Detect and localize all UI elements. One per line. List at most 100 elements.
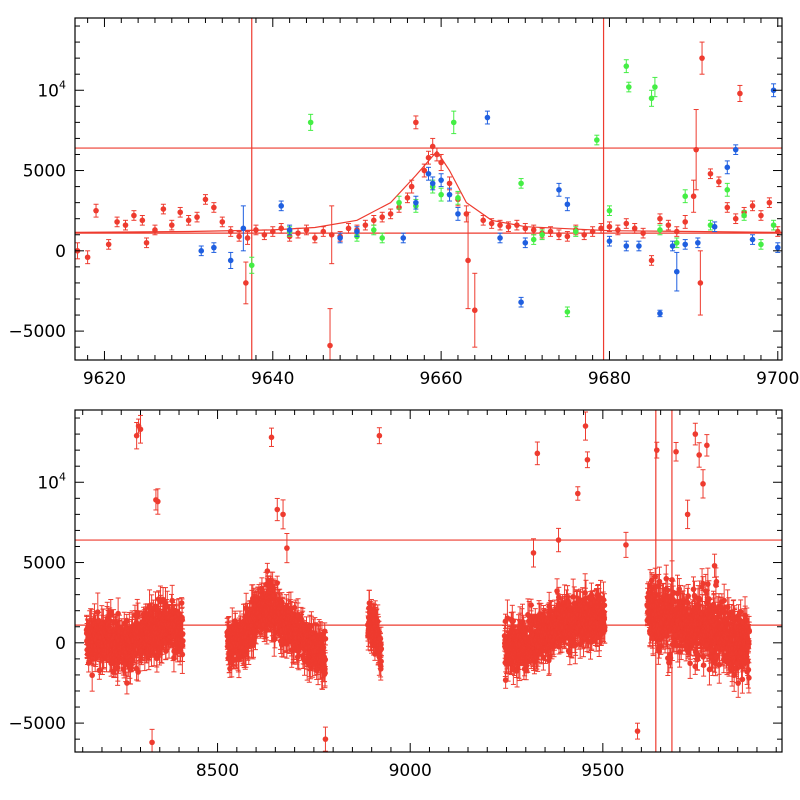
top-blue-point bbox=[429, 176, 436, 191]
top-red-point bbox=[105, 239, 112, 250]
top-red-point bbox=[774, 226, 781, 237]
top-ytick-label: 0 bbox=[55, 242, 66, 262]
top-green-point bbox=[379, 232, 386, 244]
top-red-point bbox=[168, 219, 175, 231]
top-green-point bbox=[758, 239, 764, 250]
top-red-point bbox=[253, 224, 259, 236]
top-red-point bbox=[345, 223, 352, 234]
top-blue-point bbox=[484, 110, 491, 125]
top-green-point bbox=[657, 224, 663, 236]
top-xtick-label: 9700 bbox=[756, 369, 799, 389]
bottom-outlier-point bbox=[574, 486, 581, 501]
bottom-outlier-point bbox=[700, 469, 706, 499]
top-xtick-label: 9660 bbox=[419, 369, 462, 389]
bottom-outlier-point bbox=[284, 533, 290, 564]
top-blue-point bbox=[227, 251, 234, 269]
top-blue-point bbox=[749, 234, 756, 245]
top-green-point bbox=[455, 190, 461, 205]
top-red-point bbox=[387, 208, 394, 220]
top-green-point bbox=[438, 187, 444, 202]
top-blue-point bbox=[673, 251, 680, 292]
top-red-point bbox=[143, 237, 150, 249]
top-ytick-label: −5000 bbox=[8, 322, 66, 342]
top-red-point bbox=[421, 163, 428, 178]
top-xtick-label: 9620 bbox=[83, 369, 126, 389]
top-red-point bbox=[564, 231, 571, 242]
top-green-point bbox=[652, 76, 658, 98]
top-blue-point bbox=[497, 232, 503, 244]
top-blue-point bbox=[711, 221, 718, 233]
bottom-outlier-point bbox=[322, 726, 329, 752]
top-green-point bbox=[539, 229, 545, 241]
bottom-outlier-point bbox=[582, 411, 589, 441]
top-red-point bbox=[488, 218, 495, 229]
top-red-point bbox=[328, 205, 335, 265]
top-blue-point bbox=[211, 242, 217, 253]
top-red-point bbox=[227, 226, 234, 237]
bottom-outlier-point bbox=[555, 527, 562, 553]
top-red-point bbox=[657, 213, 663, 225]
bottom-outlier-point bbox=[692, 422, 699, 446]
top-red-point bbox=[716, 176, 722, 188]
top-red-point bbox=[122, 219, 129, 231]
top-blue-point bbox=[337, 232, 343, 244]
top-red-point bbox=[631, 223, 638, 234]
top-red-point bbox=[139, 214, 146, 226]
top-red-point bbox=[236, 231, 242, 242]
top-green-point bbox=[396, 195, 402, 210]
top-red-point bbox=[615, 224, 621, 236]
bottom-outlier-point bbox=[634, 722, 641, 740]
top-red-point bbox=[514, 219, 520, 231]
top-red-point bbox=[598, 223, 604, 234]
bottom-ytick-label: 5000 bbox=[23, 554, 66, 574]
top-red-point bbox=[269, 226, 276, 237]
top-red-point bbox=[413, 115, 419, 130]
top-blue-point bbox=[446, 187, 453, 202]
top-green-point bbox=[673, 237, 680, 249]
bottom-outlier-point bbox=[623, 531, 629, 558]
top-red-point bbox=[261, 229, 268, 241]
bottom-plot-area bbox=[75, 410, 782, 752]
top-red-point bbox=[682, 214, 689, 229]
top-blue-point bbox=[438, 173, 444, 188]
top-blue-point bbox=[240, 205, 247, 252]
top-green-point bbox=[606, 205, 613, 216]
bottom-outlier-point bbox=[704, 434, 710, 457]
top-xtick-label: 9640 bbox=[251, 369, 294, 389]
bottom-ytick-label: 0 bbox=[55, 634, 66, 654]
bottom-outlier-point bbox=[711, 553, 718, 578]
top-blue-point bbox=[657, 309, 663, 318]
top-red-point bbox=[177, 206, 184, 218]
top-blue-point bbox=[606, 235, 613, 247]
top-red-point bbox=[152, 224, 158, 236]
top-blue-point bbox=[354, 226, 360, 237]
top-red-point bbox=[303, 224, 310, 236]
top-red-point bbox=[606, 221, 613, 233]
top-red-point bbox=[673, 226, 680, 237]
bottom-outlier-point bbox=[696, 442, 702, 468]
top-blue-point bbox=[455, 206, 461, 221]
top-blue-point bbox=[724, 160, 731, 175]
top-green-point bbox=[450, 110, 457, 135]
top-green-point bbox=[724, 182, 731, 197]
top-red-point bbox=[370, 214, 377, 226]
top-blue-point bbox=[198, 245, 205, 257]
top-red-point bbox=[732, 213, 739, 225]
bottom-xtick-label: 9500 bbox=[581, 761, 624, 781]
top-plot-area bbox=[75, 18, 782, 360]
top-red-point bbox=[404, 192, 411, 204]
top-green-point bbox=[648, 89, 655, 107]
top-xtick-label: 9680 bbox=[588, 369, 631, 389]
top-red-point bbox=[465, 211, 471, 310]
top-red-point bbox=[114, 216, 120, 228]
bottom-outlier-point bbox=[534, 441, 541, 466]
top-red-point bbox=[522, 223, 529, 234]
top-red-point bbox=[194, 211, 200, 223]
top-red-point bbox=[556, 229, 562, 241]
top-blue-point bbox=[682, 239, 689, 250]
bottom-season-0-point bbox=[180, 633, 186, 649]
top-panel: 9620 9640 9660 9680 9700 −5000 0 5000 104 bbox=[8, 17, 799, 389]
top-red-point bbox=[202, 194, 209, 205]
bottom-xtick-label: 8500 bbox=[196, 761, 239, 781]
